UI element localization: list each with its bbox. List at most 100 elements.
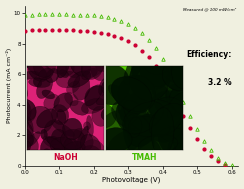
Ellipse shape [9, 95, 30, 119]
Ellipse shape [122, 101, 163, 134]
Ellipse shape [178, 144, 202, 170]
Ellipse shape [41, 136, 63, 161]
Ellipse shape [54, 93, 72, 112]
Ellipse shape [51, 121, 75, 136]
Ellipse shape [63, 138, 78, 153]
Ellipse shape [167, 68, 189, 91]
Ellipse shape [18, 99, 36, 120]
Ellipse shape [28, 106, 53, 134]
Ellipse shape [73, 128, 93, 150]
Ellipse shape [66, 58, 83, 78]
Ellipse shape [41, 149, 62, 163]
Ellipse shape [81, 134, 101, 155]
Ellipse shape [13, 101, 31, 124]
Ellipse shape [20, 128, 33, 147]
Ellipse shape [102, 81, 110, 94]
Ellipse shape [128, 117, 142, 137]
Ellipse shape [160, 127, 197, 143]
Ellipse shape [132, 47, 174, 90]
Ellipse shape [15, 100, 36, 124]
Ellipse shape [142, 47, 171, 74]
Ellipse shape [125, 116, 170, 137]
Ellipse shape [20, 115, 33, 139]
Ellipse shape [68, 71, 91, 88]
Ellipse shape [173, 115, 199, 157]
Ellipse shape [138, 134, 178, 156]
Ellipse shape [63, 118, 82, 139]
Ellipse shape [41, 149, 53, 162]
Ellipse shape [123, 114, 154, 159]
Ellipse shape [83, 102, 116, 129]
Ellipse shape [37, 109, 57, 128]
Ellipse shape [84, 85, 102, 106]
Ellipse shape [10, 50, 32, 70]
Ellipse shape [96, 91, 120, 105]
Ellipse shape [152, 84, 170, 102]
Ellipse shape [80, 146, 101, 166]
Ellipse shape [172, 49, 200, 89]
Text: TMAH: TMAH [132, 153, 157, 162]
Ellipse shape [91, 59, 110, 81]
Ellipse shape [57, 52, 70, 78]
Ellipse shape [118, 75, 156, 113]
Ellipse shape [44, 94, 60, 109]
Ellipse shape [139, 50, 171, 87]
Ellipse shape [50, 137, 73, 153]
Ellipse shape [169, 85, 196, 114]
Ellipse shape [16, 135, 38, 158]
Ellipse shape [59, 70, 69, 77]
Ellipse shape [127, 136, 162, 173]
Ellipse shape [66, 81, 80, 93]
Ellipse shape [85, 86, 108, 110]
Y-axis label: Photocurrent (mA cm⁻²): Photocurrent (mA cm⁻²) [6, 48, 11, 123]
Ellipse shape [81, 98, 106, 114]
Ellipse shape [87, 115, 93, 136]
Ellipse shape [37, 76, 52, 98]
Ellipse shape [33, 77, 42, 87]
Ellipse shape [128, 114, 159, 147]
Ellipse shape [112, 100, 150, 130]
Ellipse shape [95, 56, 109, 72]
Ellipse shape [15, 119, 34, 146]
Ellipse shape [64, 142, 85, 155]
Ellipse shape [29, 78, 50, 88]
Ellipse shape [151, 108, 174, 156]
Ellipse shape [162, 54, 206, 91]
Ellipse shape [111, 77, 152, 112]
Ellipse shape [145, 97, 187, 142]
Ellipse shape [11, 51, 28, 72]
Ellipse shape [154, 80, 188, 118]
Ellipse shape [28, 63, 47, 81]
Ellipse shape [124, 47, 146, 85]
Ellipse shape [41, 129, 47, 139]
Ellipse shape [100, 128, 132, 151]
Ellipse shape [120, 91, 146, 122]
Ellipse shape [51, 129, 69, 154]
Ellipse shape [108, 128, 150, 155]
Ellipse shape [43, 136, 56, 147]
Ellipse shape [44, 120, 65, 145]
Ellipse shape [42, 90, 55, 99]
Ellipse shape [65, 138, 79, 166]
Ellipse shape [118, 96, 140, 118]
Ellipse shape [152, 63, 189, 83]
Ellipse shape [82, 68, 97, 80]
Ellipse shape [56, 71, 80, 88]
Ellipse shape [65, 92, 78, 106]
Ellipse shape [19, 141, 30, 156]
Ellipse shape [166, 84, 201, 116]
Ellipse shape [61, 129, 85, 150]
Ellipse shape [15, 122, 26, 149]
Ellipse shape [33, 51, 56, 77]
Ellipse shape [81, 55, 103, 79]
Text: Measured @ 100 mW/cm²: Measured @ 100 mW/cm² [183, 7, 236, 11]
Ellipse shape [116, 103, 140, 135]
Ellipse shape [124, 100, 150, 131]
Ellipse shape [20, 119, 28, 129]
Ellipse shape [76, 126, 89, 151]
Ellipse shape [71, 144, 81, 168]
Ellipse shape [70, 101, 88, 115]
Text: 3.2 %: 3.2 % [208, 78, 232, 87]
Ellipse shape [163, 57, 198, 83]
Ellipse shape [57, 109, 66, 123]
